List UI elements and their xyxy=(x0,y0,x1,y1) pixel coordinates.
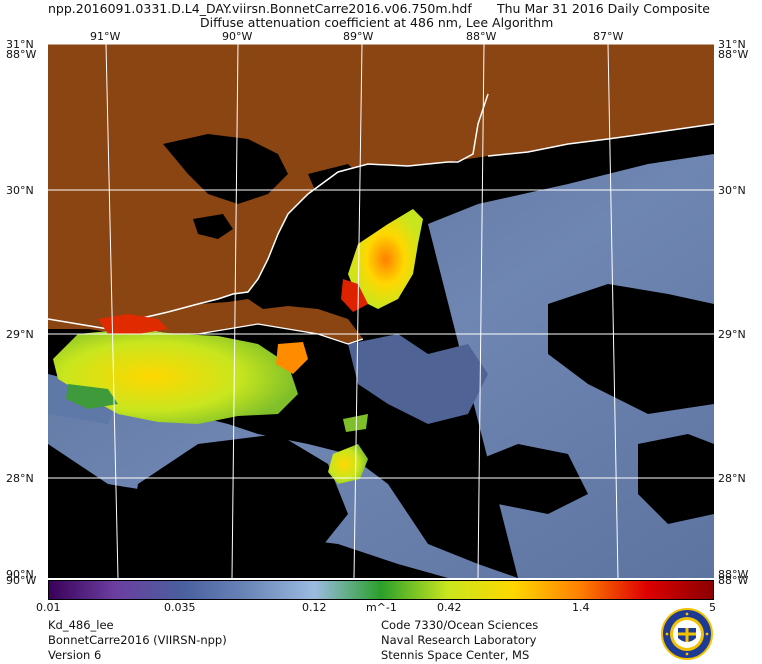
corner-label-left-bottom-b: 90°W xyxy=(6,574,37,587)
cloud-patch xyxy=(638,434,714,524)
lon-label-89w: 89°W xyxy=(343,30,374,43)
filename-title: npp.2016091.0331.D.L4_DAY.viirsn.BonnetC… xyxy=(48,1,472,16)
cloud-patch xyxy=(468,444,588,514)
lon-label-90w: 90°W xyxy=(222,30,253,43)
lat-label-28n-right: 28°N xyxy=(718,472,746,485)
graticule xyxy=(48,44,714,578)
footer-lab: Naval Research Laboratory xyxy=(381,633,537,647)
product-title: Diffuse attenuation coefficient at 486 n… xyxy=(200,15,554,30)
lat-label-29n-left: 29°N xyxy=(6,328,34,341)
corner-label-right-bottom-b: 88°W xyxy=(718,574,749,587)
cloud-patch xyxy=(548,284,714,414)
west-green-water xyxy=(66,384,118,409)
colorbar-tick-4: 1.4 xyxy=(572,601,590,614)
offshore-plume xyxy=(328,444,368,484)
colorbar-tick-2: 0.12 xyxy=(302,601,327,614)
corner-label-left-bottom-a: 90°N xyxy=(6,568,34,581)
water-central xyxy=(348,334,488,424)
footer-version: Version 6 xyxy=(48,648,102,662)
footer-product-name: Kd_486_lee xyxy=(48,618,114,632)
lat-label-29n-right: 29°N xyxy=(718,328,746,341)
colorbar-tick-5: 5 xyxy=(709,601,716,614)
colorbar-unit: m^-1 xyxy=(366,601,397,614)
lat-label-30n-right: 30°N xyxy=(718,184,746,197)
lon-label-91w: 91°W xyxy=(90,30,121,43)
corner-label-left-top: 88°W xyxy=(6,48,37,61)
satellite-map xyxy=(48,44,714,578)
land-delta xyxy=(48,299,363,344)
colorbar-tick-1: 0.035 xyxy=(164,601,196,614)
offshore-plume-small xyxy=(343,414,368,432)
corner-label-right-top: 88°W xyxy=(718,48,749,61)
colorbar-tick-3: 0.42 xyxy=(437,601,462,614)
colorbar xyxy=(48,580,714,600)
footer-location: Stennis Space Center, MS xyxy=(381,648,530,662)
land xyxy=(48,44,714,329)
mississippi-plume xyxy=(348,209,423,309)
lat-label-31n-right: 31°N xyxy=(718,38,746,51)
colorbar-tick-0: 0.01 xyxy=(36,601,61,614)
corner-label-right-bottom-a: 88°W xyxy=(718,568,749,581)
lake xyxy=(308,164,368,209)
lake xyxy=(193,214,233,239)
lon-label-88w: 88°W xyxy=(466,30,497,43)
lake xyxy=(163,134,288,204)
cloud-patch xyxy=(128,434,348,578)
coastal-plume-red xyxy=(98,314,168,334)
lat-label-31n-left: 31°N xyxy=(6,38,34,51)
lat-label-30n-left: 30°N xyxy=(6,184,34,197)
footer-code: Code 7330/Ocean Sciences xyxy=(381,618,539,632)
naval-research-laboratory-seal-icon xyxy=(661,608,713,660)
coastal-plume-orange xyxy=(276,342,308,374)
bay xyxy=(288,219,368,294)
plume-red-edge xyxy=(341,279,368,312)
footer-dataset: BonnetCarre2016 (VIIRSN-npp) xyxy=(48,633,227,647)
coastline xyxy=(48,93,714,330)
lon-label-87w: 87°W xyxy=(593,30,624,43)
date-title: Thu Mar 31 2016 Daily Composite xyxy=(497,1,710,16)
lat-label-28n-left: 28°N xyxy=(6,472,34,485)
